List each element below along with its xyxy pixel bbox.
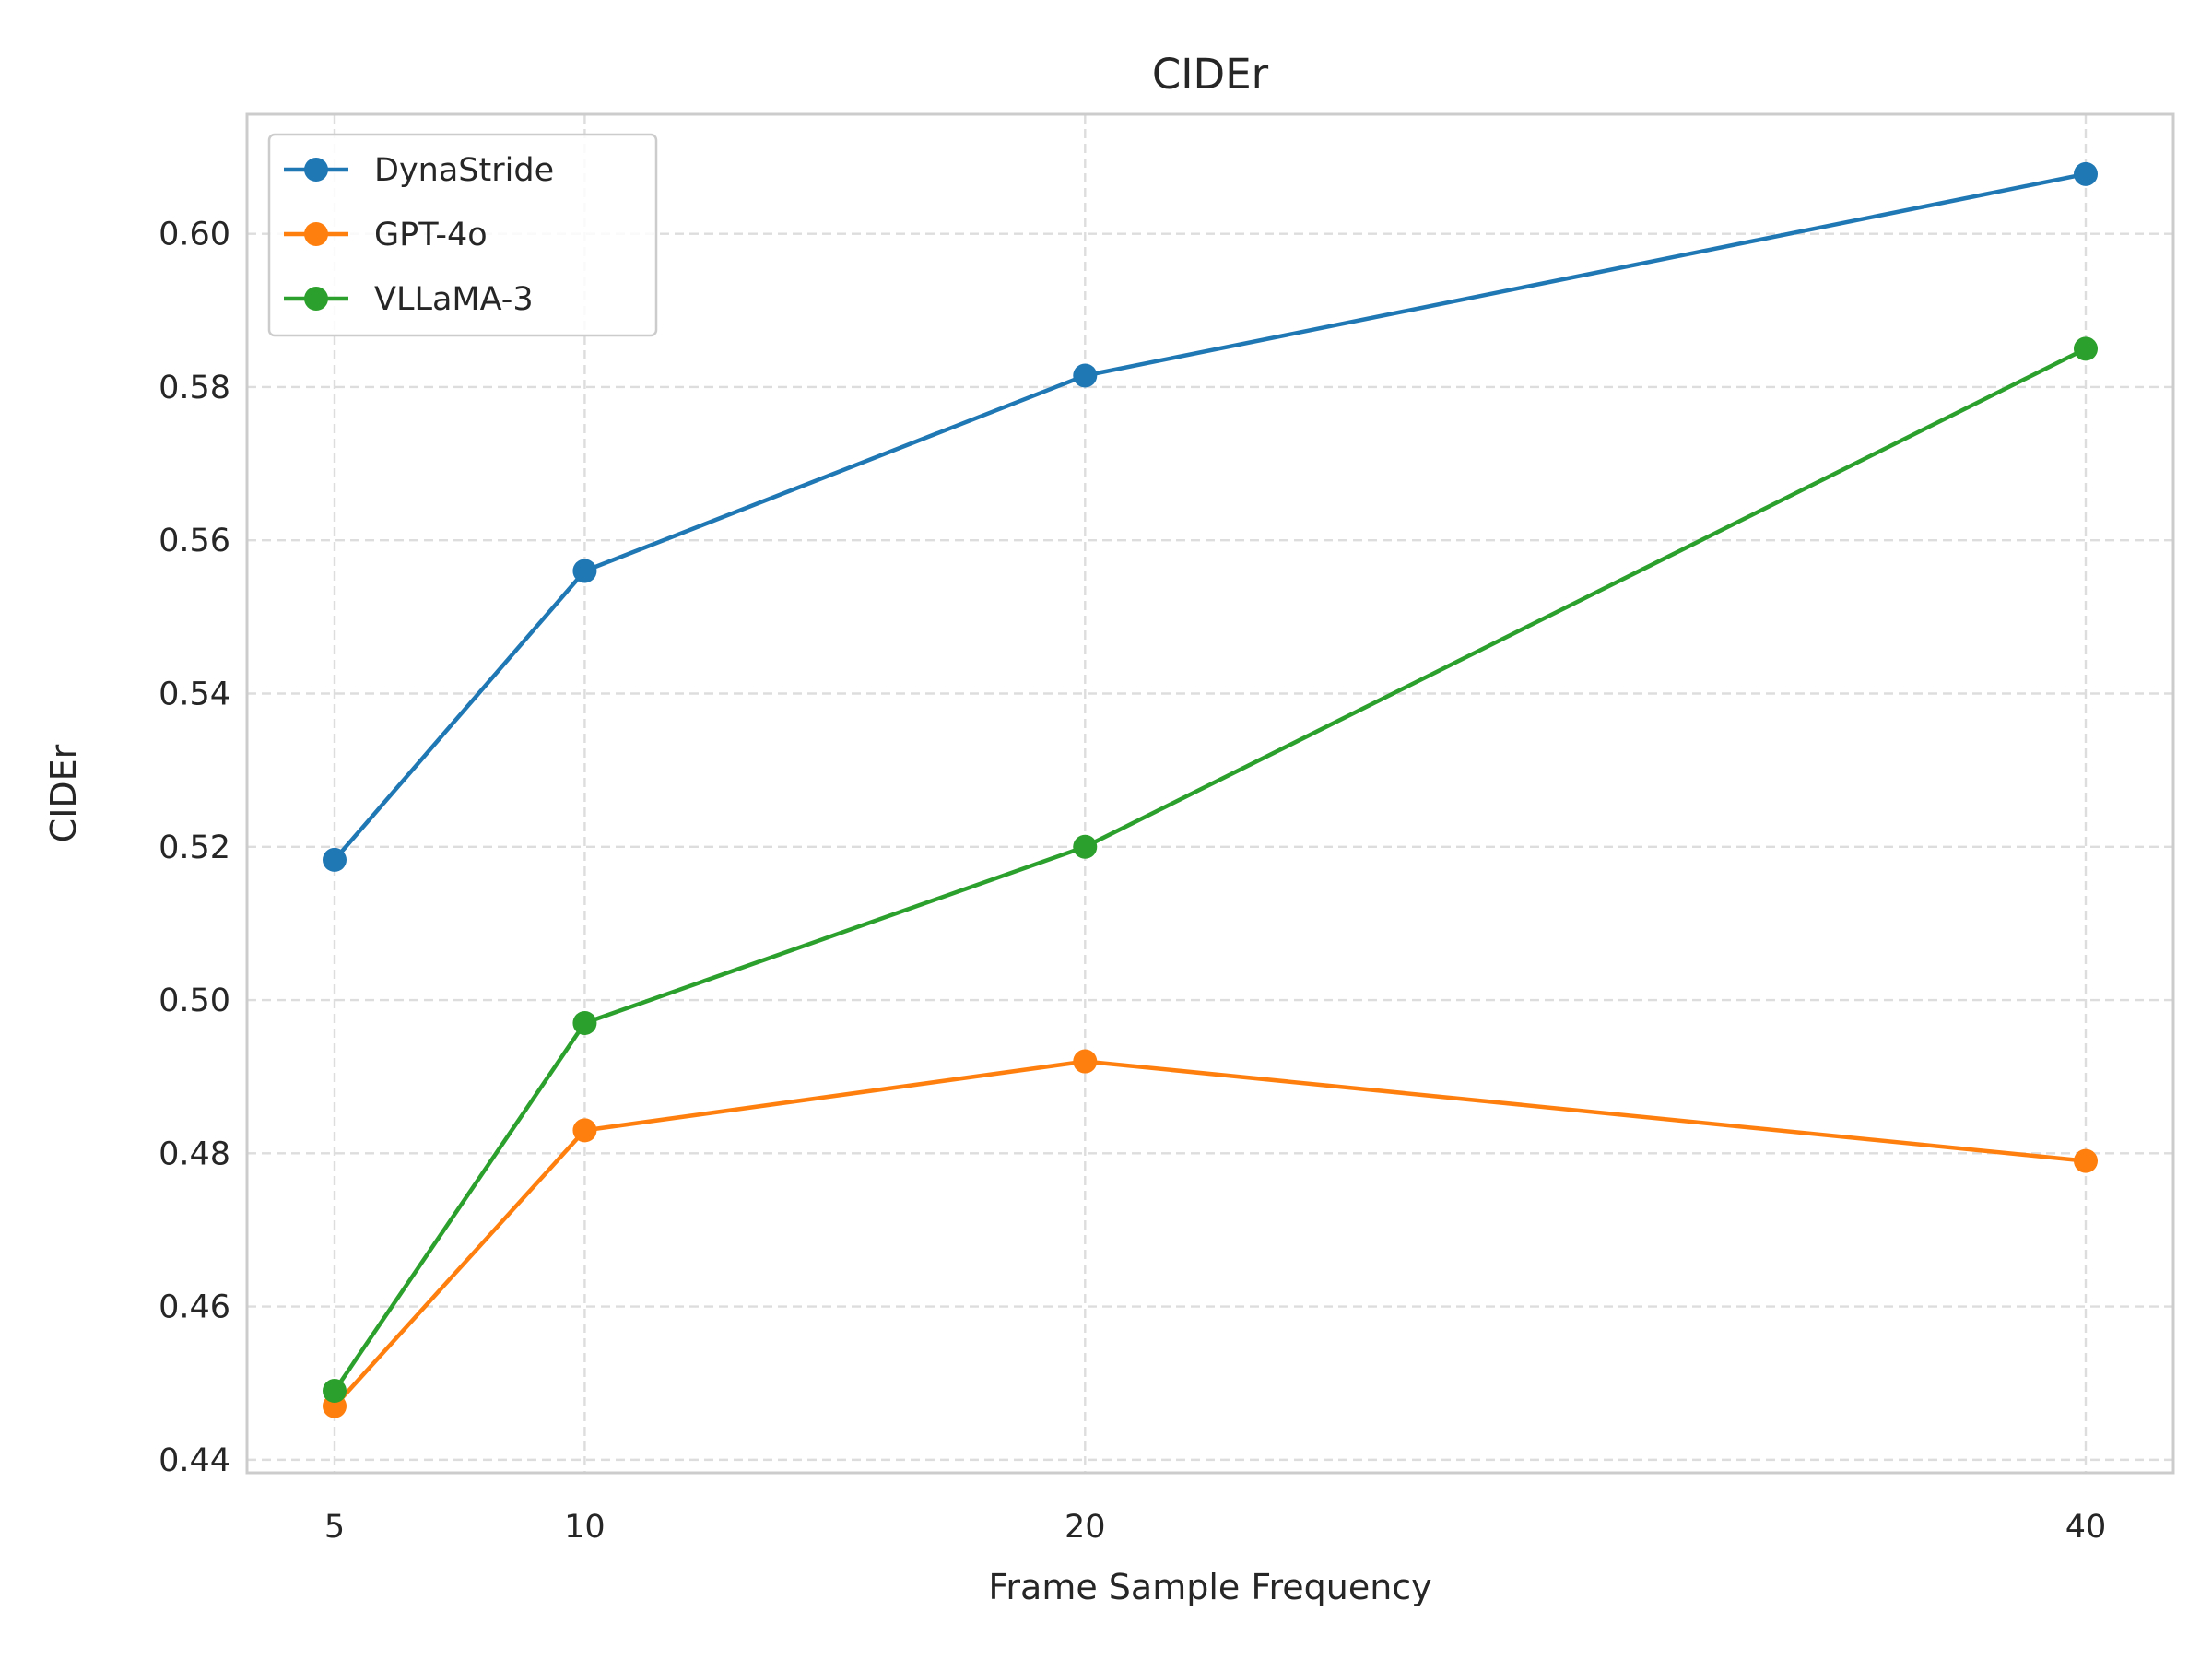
y-tick-label: 0.60 bbox=[159, 217, 230, 253]
series-line bbox=[333, 1059, 2087, 1408]
data-point bbox=[2074, 336, 2098, 361]
y-tick-label: 0.56 bbox=[159, 523, 230, 559]
x-axis-title: Frame Sample Frequency bbox=[988, 1567, 1431, 1607]
data-point bbox=[1073, 363, 1098, 388]
legend-box bbox=[267, 133, 658, 337]
legend-item: VLLaMA-3 bbox=[284, 281, 534, 318]
series-line bbox=[333, 347, 2088, 1393]
series-gpt-4o bbox=[323, 1049, 2098, 1418]
legend-marker bbox=[304, 222, 328, 246]
y-tick-label: 0.58 bbox=[159, 370, 230, 406]
legend-item: DynaStride bbox=[284, 152, 554, 189]
legend: DynaStride GPT-4o VLLaMA-3 bbox=[267, 133, 658, 337]
data-point bbox=[2074, 161, 2098, 186]
data-point bbox=[572, 1118, 597, 1143]
data-point bbox=[1073, 834, 1098, 859]
legend-label: DynaStride bbox=[374, 152, 554, 189]
chart-title: CIDEr bbox=[1152, 50, 1269, 99]
series-dynastride bbox=[323, 161, 2098, 872]
y-tick-label: 0.46 bbox=[159, 1289, 230, 1326]
y-tick-label: 0.48 bbox=[159, 1135, 230, 1172]
x-tick-label: 10 bbox=[564, 1509, 606, 1546]
data-point bbox=[323, 847, 347, 872]
series-layer bbox=[323, 161, 2098, 1418]
legend-item: GPT-4o bbox=[284, 217, 488, 253]
y-axis-title: CIDEr bbox=[43, 744, 84, 842]
data-point bbox=[572, 1010, 597, 1035]
y-tick-label: 0.54 bbox=[159, 677, 230, 713]
series-vllama-3 bbox=[323, 336, 2098, 1404]
data-point bbox=[1073, 1049, 1098, 1074]
x-tick-label: 40 bbox=[2065, 1509, 2107, 1546]
legend-marker bbox=[304, 287, 328, 311]
y-tick-label: 0.44 bbox=[159, 1442, 230, 1479]
legend-marker bbox=[304, 158, 328, 182]
data-point bbox=[572, 559, 597, 583]
data-point bbox=[323, 1379, 347, 1404]
plot-frame bbox=[245, 112, 2175, 1475]
x-tick-label: 5 bbox=[324, 1509, 345, 1546]
legend-label: VLLaMA-3 bbox=[374, 281, 534, 318]
legend-label: GPT-4o bbox=[374, 217, 488, 253]
y-tick-label: 0.50 bbox=[159, 982, 230, 1019]
y-tick-label: 0.52 bbox=[159, 830, 230, 866]
x-tick-label: 20 bbox=[1065, 1509, 1106, 1546]
y-tick-labels: 0.44 0.46 0.48 0.50 0.52 0.54 0.56 0.58 0.60 bbox=[159, 217, 230, 1479]
series-line bbox=[333, 171, 2087, 862]
x-tick-labels: 5 10 20 40 bbox=[324, 1509, 2106, 1546]
data-point bbox=[2074, 1148, 2098, 1173]
